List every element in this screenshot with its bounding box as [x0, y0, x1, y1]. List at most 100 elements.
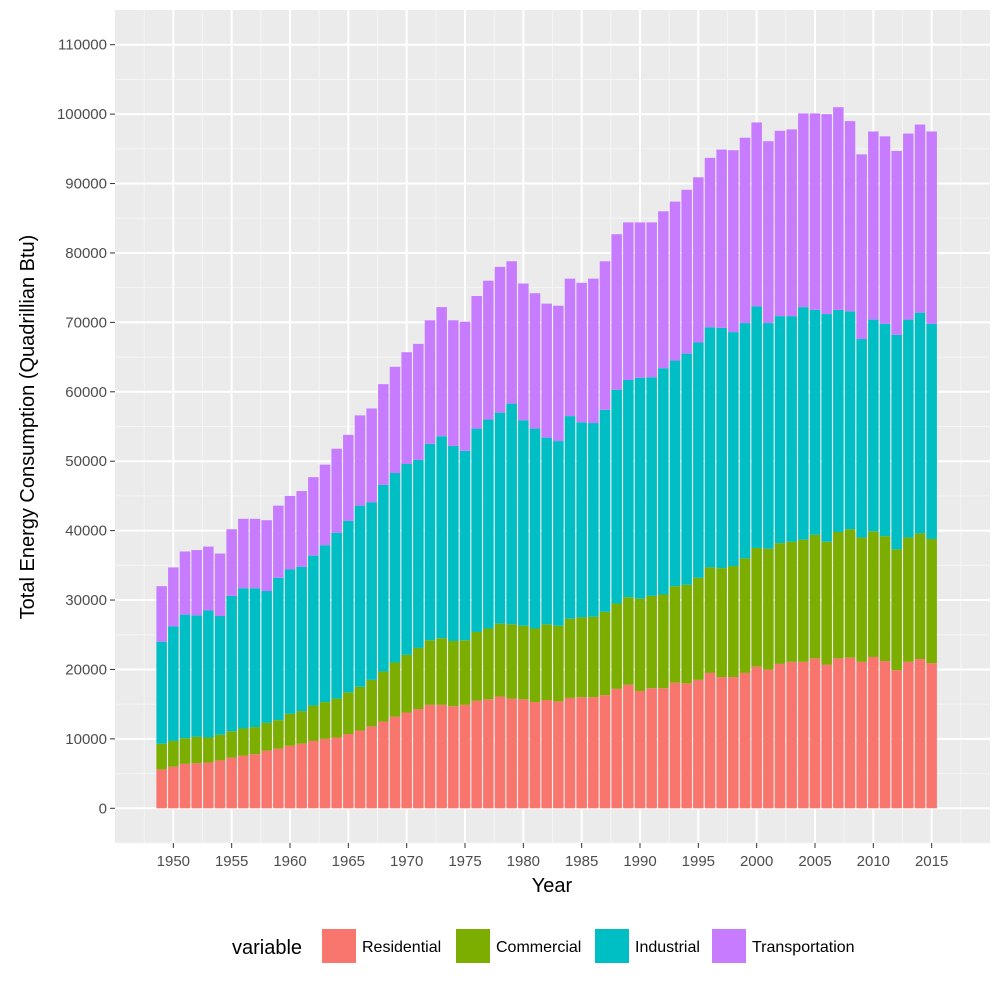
bar-commercial-1984: [564, 618, 576, 698]
bar-industrial-1954: [214, 616, 226, 735]
bar-industrial-1968: [378, 484, 389, 672]
bar-industrial-2015: [926, 323, 937, 539]
bar-industrial-1966: [354, 505, 366, 687]
bar-commercial-1968: [378, 671, 389, 722]
bar-commercial-2015: [926, 538, 937, 664]
bar-residential-1959: [273, 748, 284, 809]
bars-layer: [156, 107, 937, 809]
bar-industrial-1985: [576, 422, 587, 618]
bar-industrial-1958: [261, 591, 272, 723]
y-tick-label: 50000: [65, 453, 107, 470]
bar-commercial-1954: [214, 734, 226, 761]
bar-transportation-1999: [739, 137, 751, 324]
bar-transportation-2012: [891, 150, 902, 335]
bar-industrial-1964: [331, 532, 342, 699]
bar-industrial-2009: [856, 339, 867, 538]
bar-transportation-1967: [366, 408, 377, 503]
bar-commercial-1975: [459, 640, 471, 705]
y-tick-label: 90000: [65, 176, 107, 193]
bar-commercial-1973: [436, 638, 447, 705]
bar-transportation-1961: [296, 491, 307, 567]
bar-commercial-1976: [471, 631, 482, 701]
bar-transportation-1990: [634, 222, 646, 378]
bar-residential-1990: [634, 690, 646, 809]
bar-industrial-1978: [494, 412, 506, 624]
bar-residential-1979: [506, 698, 517, 809]
bar-transportation-1981: [529, 293, 541, 429]
bar-residential-1985: [576, 697, 587, 809]
bar-residential-1991: [646, 688, 657, 809]
bar-commercial-1998: [728, 566, 739, 678]
bar-industrial-1984: [564, 416, 576, 619]
bar-residential-1951: [179, 763, 191, 809]
bar-industrial-1967: [366, 502, 377, 680]
bar-residential-2000: [751, 666, 762, 809]
bar-commercial-1980: [518, 625, 529, 700]
bar-commercial-2000: [751, 547, 762, 667]
y-tick-label: 40000: [65, 523, 107, 540]
legend-key-transportation: [712, 929, 746, 963]
bar-commercial-1966: [354, 686, 366, 731]
bar-transportation-2001: [763, 141, 774, 324]
bar-transportation-2004: [798, 113, 809, 308]
bar-transportation-1971: [413, 343, 424, 460]
bar-residential-1950: [168, 766, 179, 809]
bar-residential-2013: [903, 661, 914, 809]
bar-residential-1995: [693, 679, 704, 809]
bar-residential-1970: [401, 712, 412, 809]
bar-transportation-1969: [389, 366, 401, 474]
bar-commercial-2002: [774, 543, 786, 664]
bar-residential-1955: [226, 757, 237, 809]
bar-industrial-1988: [611, 389, 622, 604]
bar-transportation-1964: [331, 448, 342, 533]
bar-commercial-1959: [273, 720, 284, 749]
bar-industrial-1950: [168, 626, 179, 741]
bar-commercial-2010: [868, 531, 879, 657]
bar-residential-1961: [296, 743, 307, 809]
bar-transportation-2010: [868, 131, 879, 320]
bar-industrial-2010: [868, 319, 879, 532]
bar-transportation-1954: [214, 553, 226, 617]
x-tick-label: 1950: [157, 853, 190, 870]
bar-commercial-2012: [891, 549, 902, 671]
bar-industrial-1955: [226, 595, 237, 732]
bar-industrial-1949: [156, 641, 167, 744]
bar-transportation-1974: [448, 320, 459, 446]
bar-commercial-1950: [168, 740, 179, 767]
bar-transportation-1997: [716, 149, 727, 328]
legend-title: variable: [232, 937, 302, 959]
bar-commercial-2013: [903, 537, 914, 662]
bar-residential-2005: [809, 658, 821, 809]
bar-commercial-1963: [319, 702, 331, 739]
bar-industrial-1981: [529, 428, 541, 629]
x-tick-label: 1990: [623, 853, 656, 870]
x-tick-label: 1965: [332, 853, 365, 870]
bar-commercial-1997: [716, 568, 727, 678]
bar-transportation-1965: [343, 434, 354, 521]
bar-residential-1963: [319, 738, 331, 809]
bar-residential-1987: [599, 695, 611, 809]
bar-industrial-1986: [588, 423, 599, 617]
bar-residential-1986: [588, 697, 599, 809]
bar-residential-1999: [739, 672, 751, 809]
bar-industrial-1991: [646, 377, 657, 596]
bar-commercial-2008: [844, 529, 856, 658]
bar-industrial-1979: [506, 403, 517, 625]
bar-residential-1952: [191, 763, 202, 809]
bar-industrial-1973: [436, 436, 447, 639]
bar-transportation-1989: [623, 222, 634, 380]
bar-industrial-1953: [203, 610, 214, 738]
bar-residential-1976: [471, 700, 482, 809]
bar-transportation-1950: [168, 567, 179, 627]
bar-industrial-1961: [296, 566, 307, 712]
x-tick-label: 1970: [390, 853, 423, 870]
bar-residential-1980: [518, 699, 529, 809]
bar-industrial-2008: [844, 311, 856, 530]
bar-commercial-1964: [331, 698, 342, 738]
bar-industrial-1999: [739, 323, 751, 559]
bar-residential-2014: [914, 659, 926, 809]
bar-industrial-1969: [389, 473, 401, 663]
bar-transportation-1984: [564, 278, 576, 417]
bar-commercial-1949: [156, 743, 167, 770]
